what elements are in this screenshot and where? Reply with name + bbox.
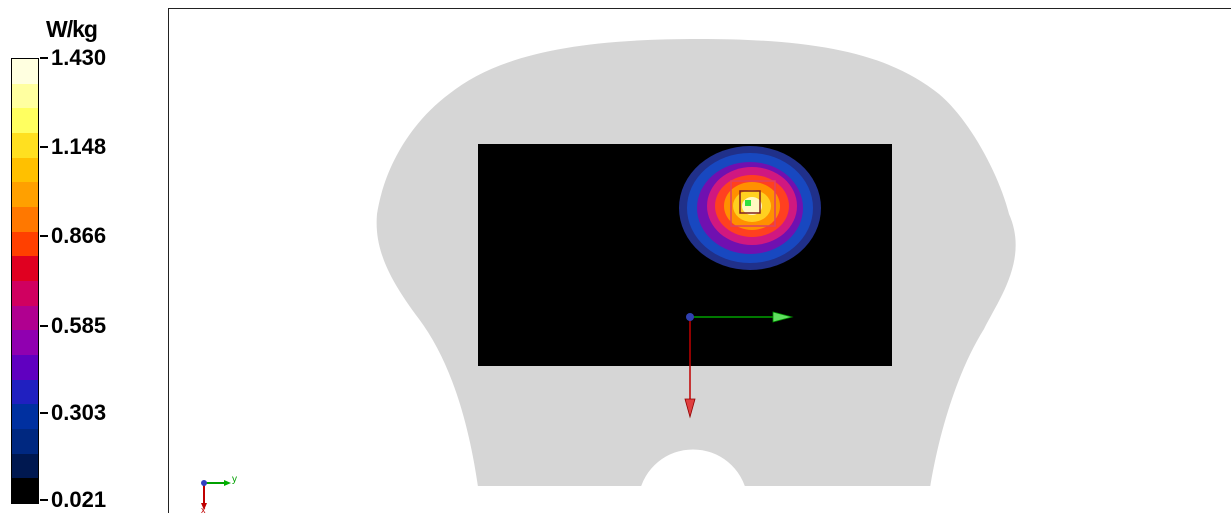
orientation-triad: y x — [201, 474, 237, 513]
legend-tick-label: 0.303 — [51, 400, 107, 425]
legend-color-segment — [12, 453, 38, 479]
legend-tick-label: 0.021 — [51, 487, 107, 512]
sar-hotspot — [679, 146, 821, 270]
legend-color-segment — [12, 157, 38, 183]
legend-tick: 1.148 — [40, 136, 106, 158]
legend-color-segment — [12, 355, 38, 380]
zoom-cube-outer — [730, 180, 776, 227]
legend-unit-label: W/kg — [46, 16, 98, 42]
3d-viewport[interactable] — [168, 8, 1231, 513]
legend-tick: 0.585 — [40, 315, 106, 337]
legend-color-segment — [12, 207, 38, 232]
legend-color-segment — [12, 330, 38, 356]
legend-color-segment — [12, 429, 38, 454]
triad-origin — [201, 480, 207, 486]
legend-color-segment — [12, 231, 38, 257]
sar-scene — [376, 39, 1016, 486]
axis-origin — [686, 313, 694, 321]
triad-x-label: x — [201, 505, 206, 513]
legend-color-segment — [12, 83, 38, 109]
triad-y-arrow — [224, 480, 231, 486]
legend-color-segment — [12, 182, 38, 208]
legend-color-segment — [12, 256, 38, 282]
legend-color-segment — [12, 59, 38, 84]
color-scale-legend: W/kg 1.430 1.148 0.866 0.585 0.303 0.021 — [0, 0, 160, 513]
legend-color-segment — [12, 133, 38, 158]
legend-tick-label: 0.585 — [51, 313, 107, 338]
triad-x-arrow — [201, 503, 207, 510]
legend-color-segment — [12, 404, 38, 430]
y-axis-arrowhead — [772, 311, 794, 323]
legend-tick-max: 1.430 — [40, 47, 106, 69]
legend-tick-label: 1.148 — [51, 134, 107, 159]
legend-color-segment — [12, 108, 38, 134]
scan-area — [478, 144, 892, 366]
legend-tick-label: 0.866 — [51, 223, 107, 248]
legend-tick: 0.866 — [40, 225, 106, 247]
legend-color-segment — [12, 281, 38, 306]
legend-color-segment — [12, 379, 38, 405]
peak-marker — [745, 200, 751, 206]
legend-color-bar — [11, 58, 39, 504]
legend-tick-min: 0.021 — [40, 489, 106, 511]
legend-tick-label: 1.430 — [51, 45, 107, 70]
x-axis-arrowhead — [684, 398, 696, 419]
legend-tick: 0.303 — [40, 402, 106, 424]
legend-color-segment — [12, 305, 38, 331]
zoom-cube-inner — [739, 190, 761, 214]
legend-color-segment — [12, 478, 38, 504]
triad-y-label: y — [232, 474, 237, 485]
